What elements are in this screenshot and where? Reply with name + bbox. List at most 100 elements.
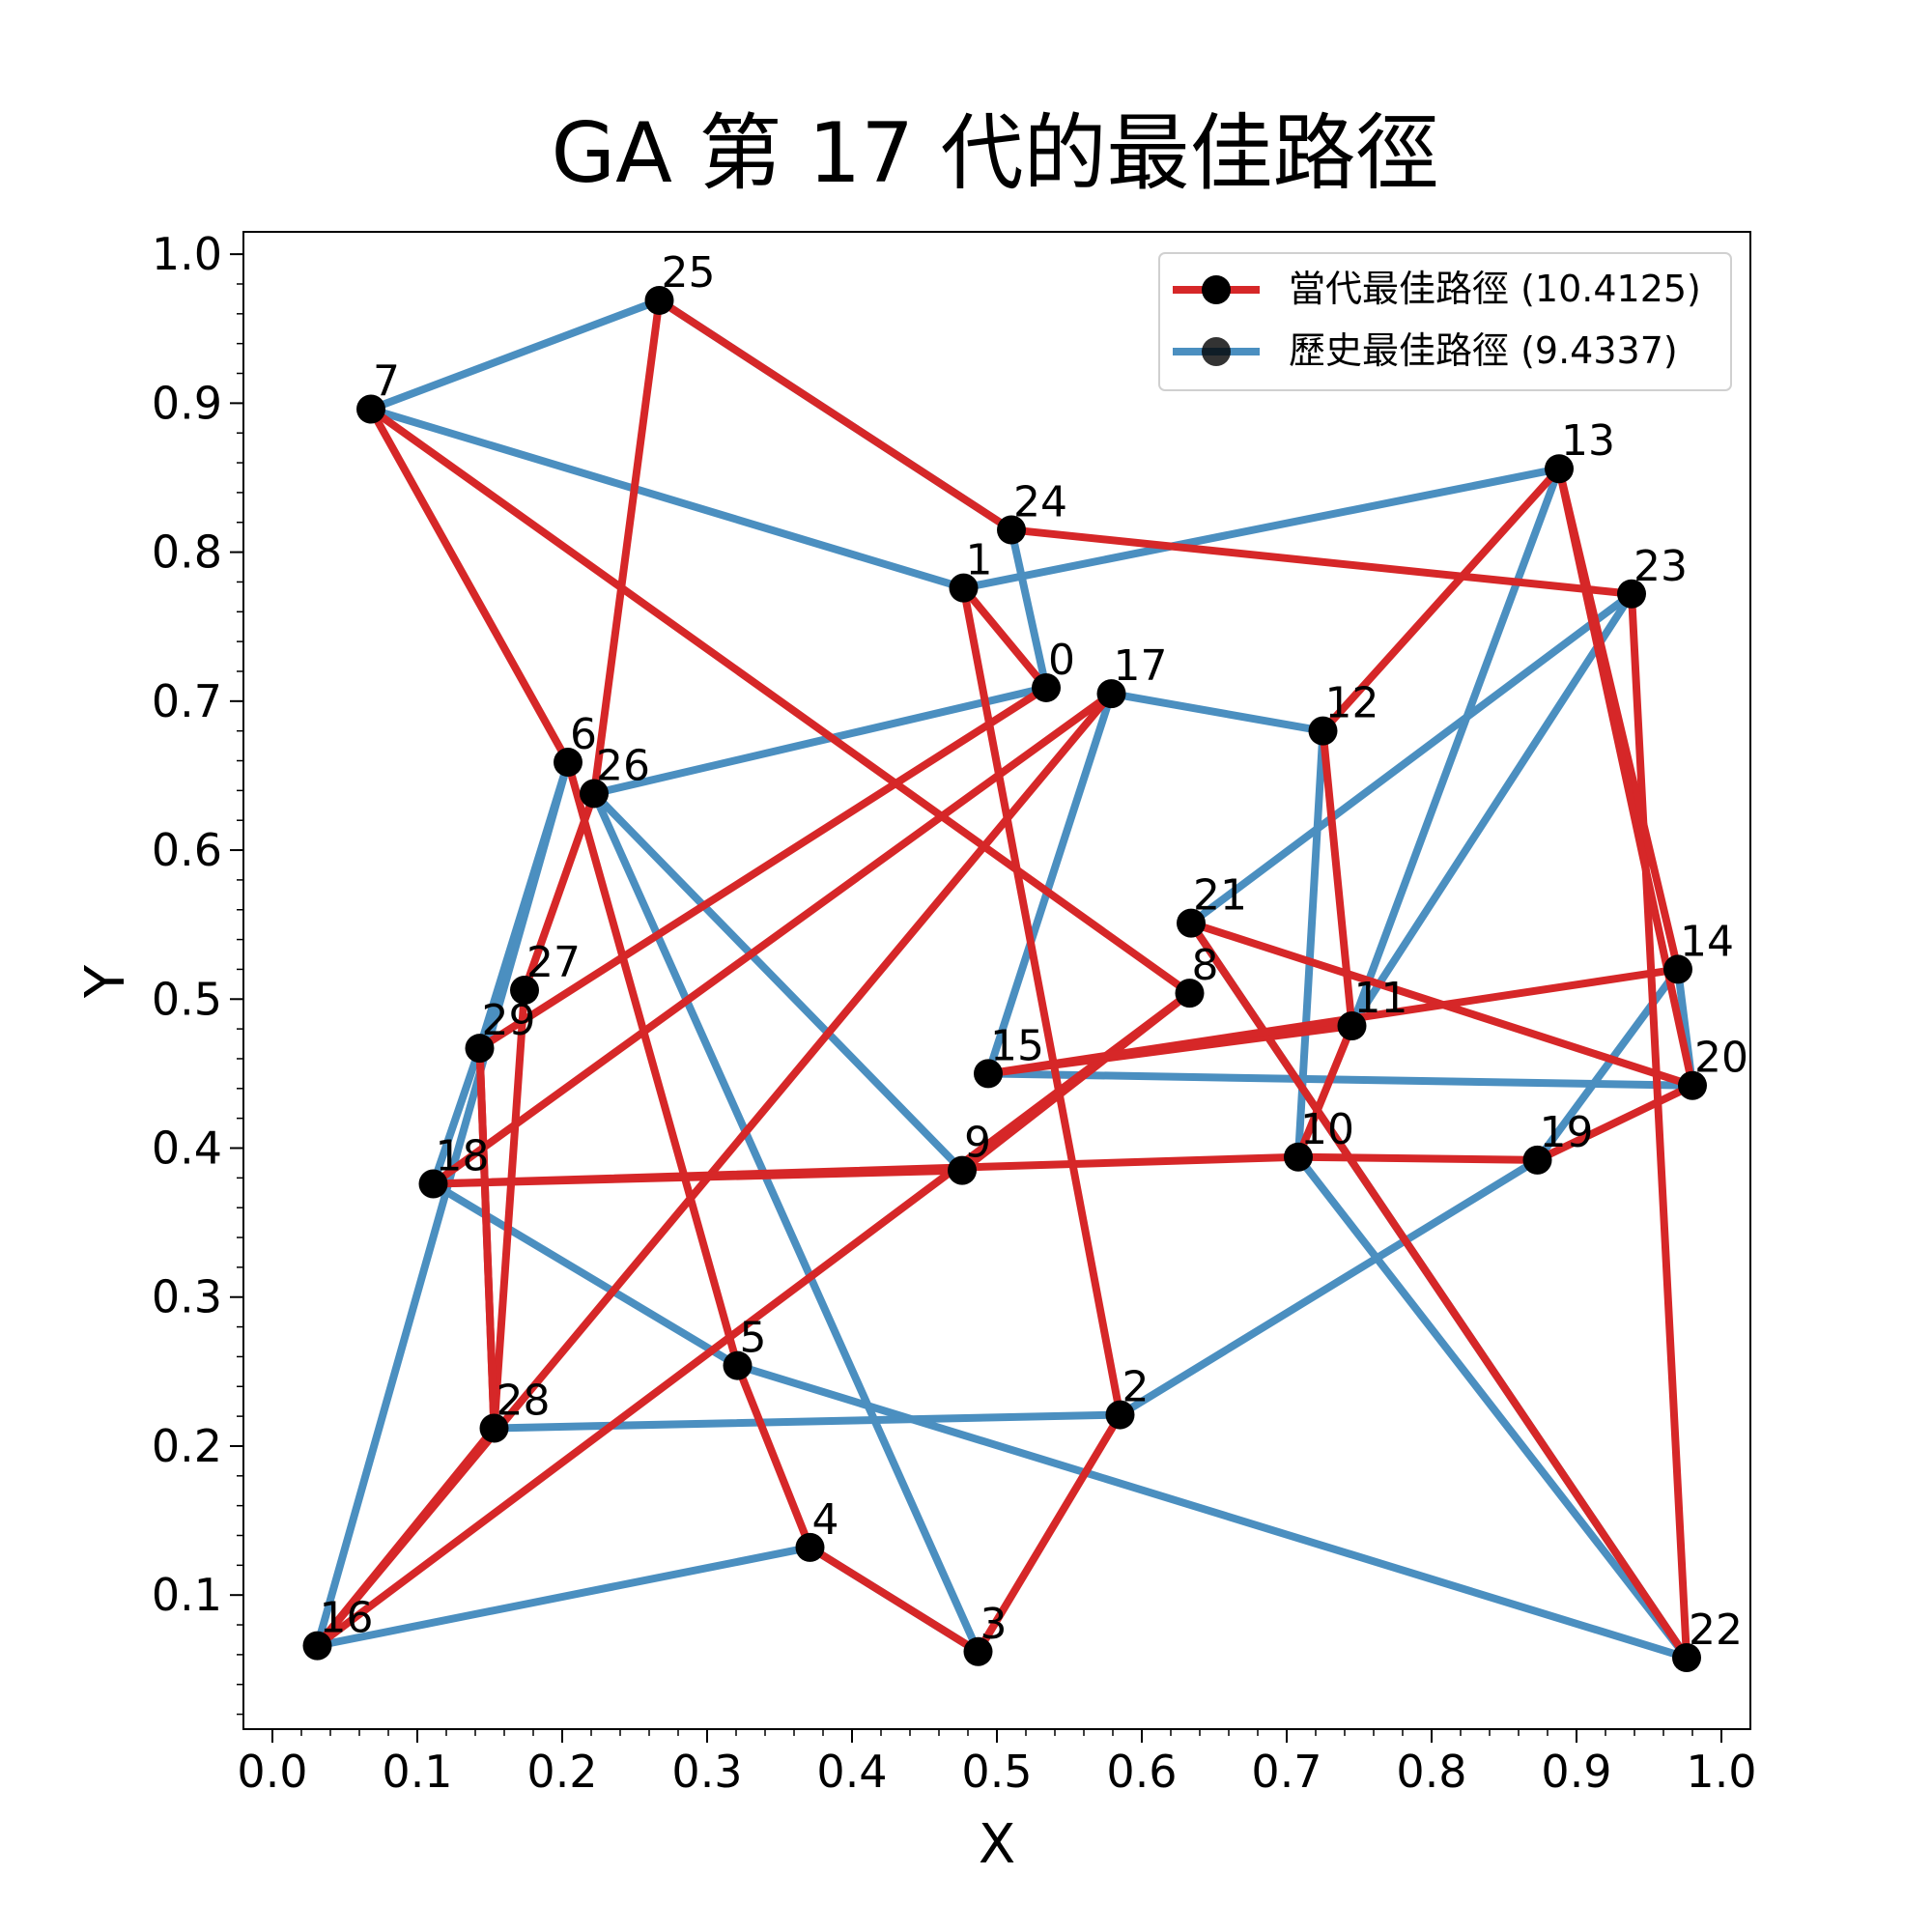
legend-label-current: 當代最佳路徑 (10.4125) [1289,268,1701,310]
city-label-18: 18 [436,1132,490,1181]
legend: 當代最佳路徑 (10.4125) 歷史最佳路徑 (9.4337) [1158,252,1732,391]
city-marker-22 [1672,1642,1701,1672]
city-label-2: 2 [1122,1363,1150,1412]
city-marker-27 [510,976,539,1006]
city-label-9: 9 [964,1119,991,1168]
current-route-segment-3-2 [974,1410,1124,1656]
city-marker-6 [554,748,582,778]
current-route-segment-13-12 [1319,465,1563,735]
y-tick-label: 0.9 [152,377,222,429]
city-marker-8 [1175,979,1205,1009]
city-marker-17 [1096,679,1126,709]
current-route-segment-10-19 [1294,1152,1542,1164]
current-route-segment-8-16 [313,989,1194,1650]
current-route-segment-22-23 [1628,589,1690,1662]
city-marker-2 [1105,1400,1135,1430]
y-tick-label: 0.8 [152,526,222,579]
current-route-segment-29-28 [475,1044,498,1433]
current-route-segment-1-0 [959,583,1050,692]
city-label-3: 3 [980,1600,1008,1649]
plot-area-frame [242,231,1751,1730]
current-route-segment-7-6 [367,405,572,767]
legend-swatch-current-marker [1202,275,1231,304]
city-label-4: 4 [812,1495,839,1545]
chart-title: GA 第 17 代的最佳路徑 [552,105,1439,202]
city-marker-28 [479,1413,509,1443]
city-marker-25 [644,285,674,315]
x-tick-label: 0.1 [382,1746,452,1798]
city-marker-15 [974,1059,1003,1089]
city-label-14: 14 [1680,917,1734,966]
city-label-13: 13 [1561,416,1615,466]
city-label-16: 16 [320,1594,374,1643]
city-label-0: 0 [1048,636,1075,685]
current-route-segment-5-4 [733,1361,814,1551]
current-route-layer [313,296,1696,1662]
current-route-segment-13-20 [1555,465,1696,1090]
legend-label-history: 歷史最佳路徑 (9.4337) [1289,329,1678,372]
city-marker-9 [948,1155,977,1185]
city-marker-10 [1284,1142,1313,1172]
city-label-28: 28 [497,1376,551,1425]
history-route-segment-25-7 [367,296,664,413]
current-route-segment-21-22 [1187,919,1690,1662]
city-marker-26 [580,779,609,809]
city-marker-0 [1032,672,1061,702]
city-label-27: 27 [526,938,581,987]
y-tick-label: 0.5 [152,973,222,1025]
x-tick-label: 0.9 [1541,1746,1611,1798]
x-tick-label: 0.8 [1396,1746,1466,1798]
x-tick-label: 0.0 [237,1746,307,1798]
city-label-15: 15 [990,1021,1044,1070]
history-route-segment-0-24 [1008,526,1050,692]
city-marker-24 [997,515,1026,545]
y-tick-label: 1.0 [152,228,222,280]
history-route-segment-1-13 [959,465,1563,592]
city-label-23: 23 [1634,542,1688,591]
city-marker-11 [1337,1011,1367,1041]
history-route-segment-9-26 [590,789,966,1175]
y-axis: 0.1 0.2 0.3 0.4 0.5 0.6 0.7 0.8 0.9 1.0 [152,228,243,1716]
history-route-segment-2-28 [490,1410,1124,1433]
current-route-segment-9-18 [429,1166,966,1188]
city-marker-4 [795,1532,825,1562]
y-tick-label: 0.4 [152,1122,222,1175]
city-label-25: 25 [662,248,716,298]
history-route-segment-15-17 [984,690,1116,1078]
history-route-segment-18-29 [429,1044,484,1188]
city-marker-18 [418,1169,448,1199]
city-marker-14 [1663,954,1692,984]
city-label-29: 29 [482,996,536,1045]
city-label-26: 26 [596,741,650,790]
x-tick-label: 0.5 [961,1746,1032,1798]
city-marker-3 [963,1636,993,1666]
city-marker-7 [356,394,385,424]
city-label-1: 1 [966,536,993,585]
city-marker-19 [1522,1145,1552,1175]
history-route-segment-17-12 [1107,690,1327,735]
city-marker-5 [723,1350,753,1380]
history-route-segment-7-1 [367,405,968,592]
current-route-segment-27-28 [490,986,528,1433]
history-route-segment-26-0 [590,683,1050,798]
city-label-12: 12 [1325,679,1379,728]
legend-swatch-history-marker [1202,337,1231,366]
x-axis-label: X [979,1813,1015,1876]
y-tick-label: 0.2 [152,1420,222,1472]
x-tick-label: 0.6 [1106,1746,1177,1798]
current-route-segment-11-10 [1294,1022,1356,1161]
current-route-segment-12-11 [1319,726,1356,1031]
y-tick-label: 0.7 [152,675,222,727]
city-marker-1 [949,573,979,603]
history-route-segment-23-21 [1187,589,1635,927]
city-marker-29 [465,1034,495,1064]
history-route-segment-10-22 [1294,1152,1690,1662]
city-label-8: 8 [1192,941,1219,990]
current-route-segment-25-26 [590,296,664,798]
history-route-segment-6-16 [313,758,572,1650]
current-route-segment-19-20 [1533,1081,1696,1164]
history-route-segment-13-11 [1348,465,1563,1031]
y-tick-label: 0.3 [152,1271,222,1323]
current-route-segment-7-8 [367,405,1194,998]
city-label-7: 7 [373,357,400,407]
